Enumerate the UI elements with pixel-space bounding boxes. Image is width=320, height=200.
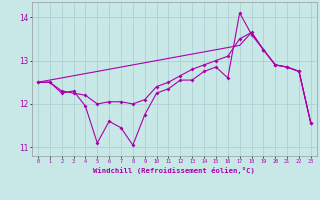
X-axis label: Windchill (Refroidissement éolien,°C): Windchill (Refroidissement éolien,°C) [93, 167, 255, 174]
